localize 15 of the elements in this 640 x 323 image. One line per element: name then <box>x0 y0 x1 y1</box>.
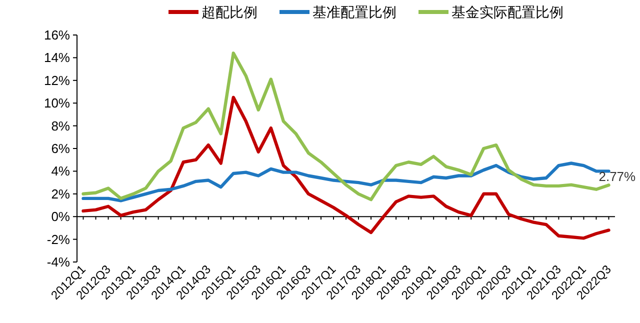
y-tick-label: -2% <box>46 232 70 247</box>
y-tick-label: -4% <box>46 254 70 270</box>
y-tick-label: 10% <box>44 96 70 111</box>
y-tick-label: 0% <box>51 209 70 224</box>
legend-label: 基准配置比例 <box>312 4 396 20</box>
y-tick-label: 12% <box>44 72 70 88</box>
y-tick-label: 2% <box>51 186 70 202</box>
legend-label: 基金实际配置比例 <box>452 4 564 20</box>
y-tick-label: 14% <box>44 50 70 66</box>
y-tick-label: 6% <box>51 141 70 156</box>
y-tick-label: 8% <box>51 118 70 134</box>
y-tick-label: 4% <box>51 164 70 179</box>
legend-label: 超配比例 <box>202 4 258 20</box>
y-tick-label: 16% <box>44 28 70 42</box>
annotation: 2.77% <box>598 169 636 184</box>
